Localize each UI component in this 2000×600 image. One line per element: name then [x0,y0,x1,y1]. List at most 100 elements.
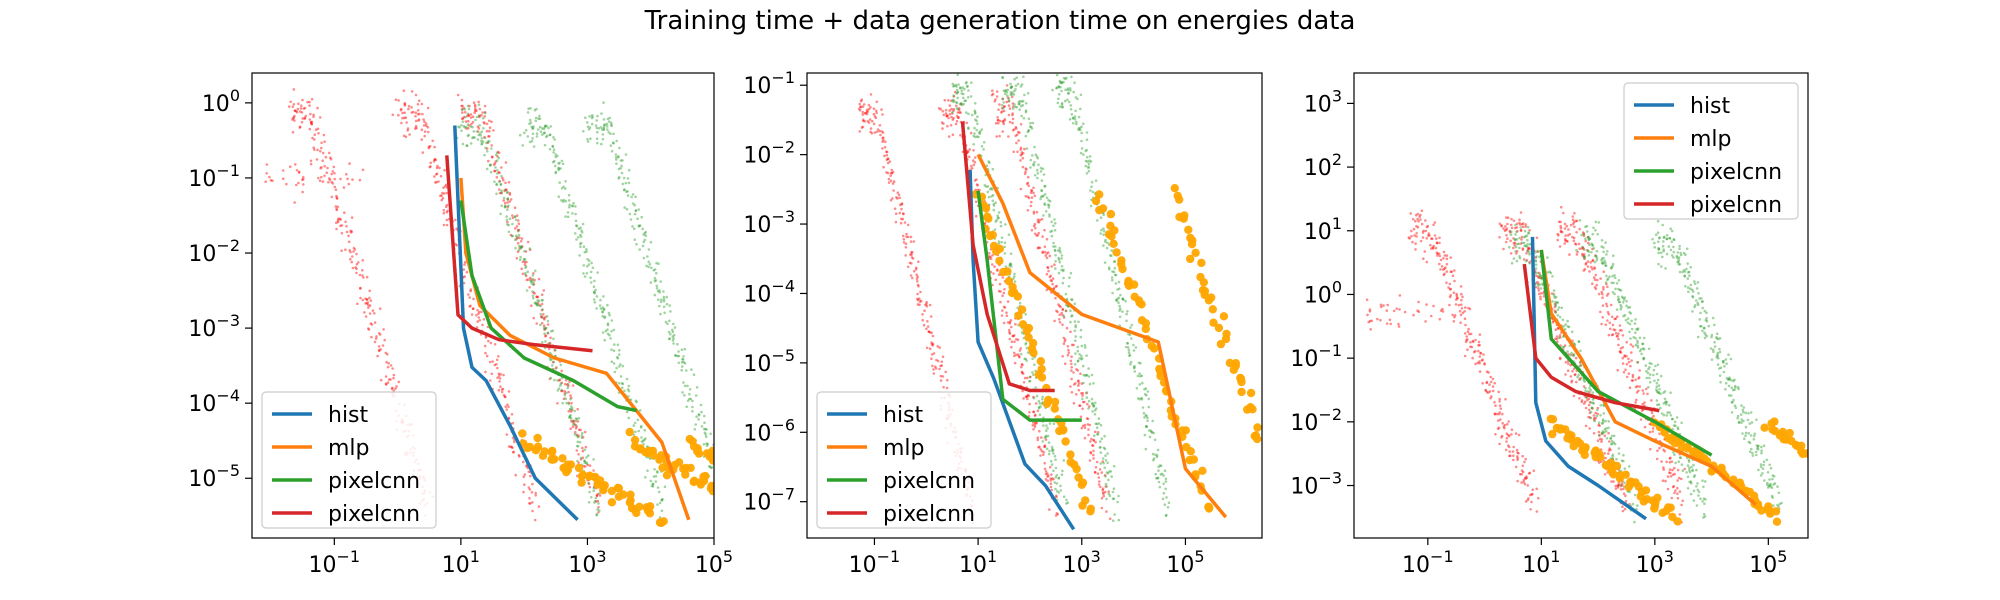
scatter-point [1044,472,1048,476]
scatter-point [344,220,347,224]
scatter-point [537,128,540,131]
scatter-point [1060,89,1063,93]
scatter-point [1509,454,1512,458]
scatter-point [1047,474,1050,478]
scatter-point [1695,485,1698,488]
scatter-point [948,109,951,112]
scatter-point [493,162,497,165]
scatter-point [653,268,657,271]
series-line-mlp [976,153,1228,519]
scatter-point [1575,231,1578,234]
scatter-point [320,141,323,145]
scatter-point [493,343,497,346]
scatter-point [1442,257,1445,260]
scatter-point [976,115,979,118]
scatter-point [702,427,706,431]
scatter-point [1661,479,1665,483]
scatter-point [1667,471,1671,474]
scatter-point [596,508,599,511]
scatter-point [460,124,463,127]
scatter-point [330,172,334,176]
scatter-point [1035,234,1038,237]
scatter-point [1506,237,1509,240]
scatter-point [1554,310,1557,314]
scatter-point [1077,388,1081,392]
scatter-point [885,153,889,157]
scatter-point [1156,448,1160,452]
scatter-point [1704,498,1707,501]
scatter-point [414,93,418,97]
scatter-point [636,444,645,453]
scatter-point [502,196,506,200]
scatter-point [1028,380,1031,383]
scatter-point [1368,310,1372,313]
scatter-point [1081,400,1085,404]
scatter-point [902,212,905,215]
scatter-point [478,319,482,322]
scatter-point [1037,246,1040,249]
scatter-point [544,340,547,343]
scatter-point [1598,434,1601,437]
scatter-point [901,234,905,238]
scatter-point [332,165,336,169]
scatter-point [334,205,338,208]
scatter-point [1061,469,1064,473]
scatter-point [1033,425,1037,429]
scatter-point [894,220,898,224]
scatter-point [1529,493,1532,497]
scatter-point [1677,256,1681,259]
scatter-point [301,178,304,181]
scatter-point [1189,455,1199,464]
scatter-point [1050,445,1054,449]
scatter-point [973,161,977,164]
scatter-point [1670,460,1674,463]
scatter-point [313,148,316,152]
scatter-point [527,486,531,489]
scatter-point [1013,77,1016,81]
scatter-point [1370,319,1373,323]
scatter-point [542,326,546,330]
scatter-point [1649,380,1652,384]
scatter-point [557,379,561,382]
scatter-point [1516,230,1519,233]
scatter-point [1733,404,1737,408]
scatter-point [886,157,890,161]
scatter-point [571,425,575,429]
scatter-point [1653,246,1656,249]
scatter-point [626,388,630,391]
scatter-point [1073,81,1076,84]
scatter-point [911,251,914,254]
scatter-point [485,354,489,358]
scatter-point [640,424,643,428]
scatter-point [443,168,446,172]
scatter-point [1152,431,1155,435]
scatter-point [1688,470,1692,474]
scatter-point [467,119,470,123]
scatter-point [1595,256,1599,260]
scatter-point [1479,352,1483,355]
scatter-point [483,104,487,108]
scatter-point [1572,394,1576,398]
scatter-point [583,448,586,452]
scatter-point [598,509,601,512]
scatter-point [404,135,408,139]
scatter-point [951,111,954,114]
scatter-point [1132,349,1136,352]
scatter-point [412,110,415,114]
scatter-point [488,135,491,138]
scatter-point [589,276,592,280]
scatter-point [417,99,421,102]
scatter-point [1587,238,1591,241]
scatter-point [1069,320,1072,324]
scatter-point [1229,365,1239,374]
scatter-point [1057,93,1061,96]
scatter-point [574,219,578,223]
scatter-point [1416,309,1419,313]
scatter-point [990,186,993,190]
scatter-point [912,240,916,243]
scatter-point [1518,246,1521,250]
scatter-point [562,397,566,401]
scatter-point [1571,353,1575,357]
scatter-point [1078,478,1088,487]
scatter-point [1003,267,1012,276]
